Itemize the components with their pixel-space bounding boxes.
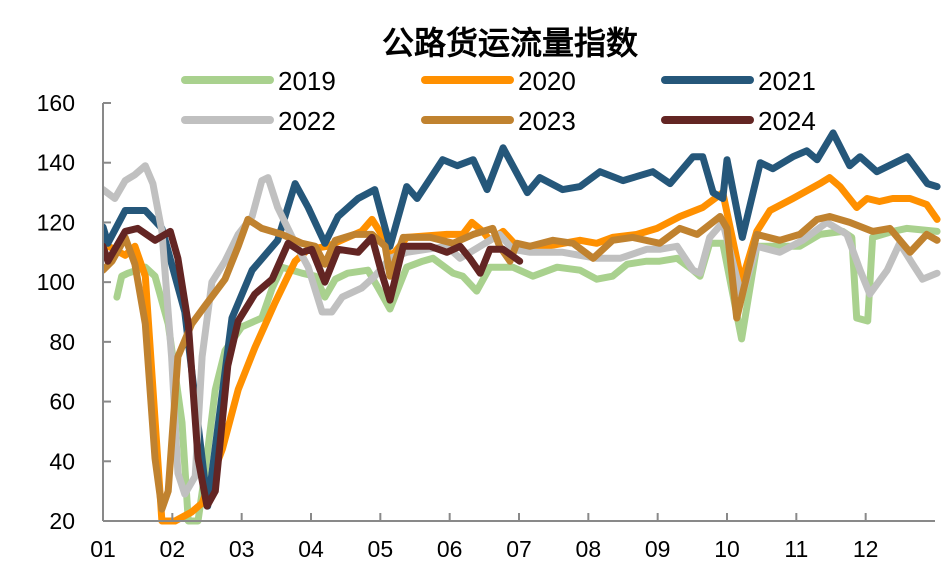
y-tick-label: 140	[37, 150, 75, 176]
x-tick-label: 12	[853, 536, 879, 562]
y-tick-label: 100	[37, 269, 75, 295]
legend-label-2023: 2023	[518, 106, 576, 136]
y-tick-label: 40	[49, 448, 75, 474]
series-line-2022	[103, 162, 941, 498]
series-line-2021	[103, 129, 941, 510]
x-tick-label: 08	[576, 536, 602, 562]
x-tick-label: 10	[714, 536, 740, 562]
x-tick-label: 05	[368, 536, 394, 562]
x-tick-label: 11	[784, 536, 808, 562]
y-tick-label: 20	[49, 508, 75, 534]
legend: 2019 2020 2021 2022 2023 2024	[181, 66, 816, 136]
chart-title: 公路货运流量指数	[382, 24, 639, 62]
y-tick-label: 60	[49, 389, 75, 415]
axes: 20 40 60 80 100 120 140 160 01 02 03 04 05 06 07 08 09 10…	[37, 90, 935, 562]
legend-label-2020: 2020	[518, 66, 576, 96]
x-tick-label: 03	[229, 536, 255, 562]
series-line-2024	[103, 224, 524, 510]
y-tick-label: 120	[37, 209, 75, 235]
y-tick-label: 80	[49, 329, 75, 355]
x-tick-label: 09	[645, 536, 671, 562]
series-group	[103, 129, 941, 525]
y-tick-label: 160	[37, 90, 75, 116]
x-tick-label: 04	[298, 536, 324, 562]
legend-label-2019: 2019	[278, 66, 336, 96]
series-line-2019	[113, 224, 941, 525]
x-tick-label: 06	[437, 536, 463, 562]
legend-label-2024: 2024	[758, 106, 816, 136]
legend-label-2021: 2021	[758, 66, 816, 96]
legend-label-2022: 2022	[278, 106, 336, 136]
x-tick-label: 01	[90, 536, 116, 562]
x-tick-label: 07	[506, 536, 532, 562]
x-tick-label: 02	[160, 536, 186, 562]
